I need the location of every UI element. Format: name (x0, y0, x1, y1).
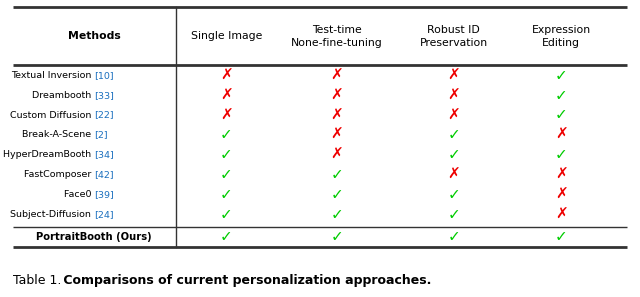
Text: Methods: Methods (68, 31, 120, 41)
Text: Test-time
None-fine-tuning: Test-time None-fine-tuning (291, 25, 383, 48)
Text: Expression
Editing: Expression Editing (532, 25, 591, 48)
Text: Custom Diffusion: Custom Diffusion (10, 110, 94, 119)
Text: ✓: ✓ (220, 147, 233, 162)
Text: [22]: [22] (94, 110, 114, 119)
Text: Textual Inversion: Textual Inversion (11, 71, 94, 80)
Text: ✓: ✓ (555, 88, 568, 103)
Text: ✗: ✗ (220, 88, 233, 103)
Text: Break-A-Scene: Break-A-Scene (22, 130, 94, 139)
Text: ✗: ✗ (555, 187, 568, 202)
Text: [42]: [42] (94, 170, 114, 179)
Text: ✓: ✓ (220, 127, 233, 142)
Text: ✓: ✓ (555, 229, 568, 244)
Text: Dreambooth: Dreambooth (32, 91, 94, 99)
Text: ✓: ✓ (447, 187, 460, 202)
Text: [34]: [34] (94, 150, 114, 159)
Text: ✓: ✓ (220, 207, 233, 222)
Text: Face0: Face0 (64, 190, 94, 199)
Text: ✗: ✗ (330, 108, 343, 122)
Text: ✓: ✓ (447, 207, 460, 222)
Text: ✗: ✗ (330, 88, 343, 103)
Text: ✓: ✓ (330, 167, 343, 182)
Text: ✓: ✓ (555, 147, 568, 162)
Text: ✓: ✓ (220, 167, 233, 182)
Text: ✓: ✓ (555, 68, 568, 83)
Text: ✗: ✗ (555, 167, 568, 182)
Text: [33]: [33] (94, 91, 114, 99)
Text: ✗: ✗ (330, 127, 343, 142)
Text: Subject-Diffusion: Subject-Diffusion (10, 210, 94, 219)
Text: ✗: ✗ (330, 147, 343, 162)
Text: FastComposer: FastComposer (24, 170, 94, 179)
Text: PortraitBooth (Ours): PortraitBooth (Ours) (36, 232, 152, 241)
Text: ✗: ✗ (447, 68, 460, 83)
Text: ✓: ✓ (555, 108, 568, 122)
Text: [2]: [2] (94, 130, 108, 139)
Text: ✓: ✓ (447, 229, 460, 244)
Text: ✗: ✗ (447, 167, 460, 182)
Text: ✗: ✗ (555, 127, 568, 142)
Text: Table 1.: Table 1. (13, 274, 61, 287)
Text: ✓: ✓ (220, 229, 233, 244)
Text: ✓: ✓ (220, 187, 233, 202)
Text: Single Image: Single Image (191, 31, 262, 41)
Text: ✓: ✓ (330, 207, 343, 222)
Text: ✗: ✗ (447, 88, 460, 103)
Text: ✓: ✓ (447, 127, 460, 142)
Text: ✓: ✓ (447, 147, 460, 162)
Text: ✗: ✗ (220, 108, 233, 122)
Text: ✗: ✗ (220, 68, 233, 83)
Text: HyperDreamBooth: HyperDreamBooth (3, 150, 94, 159)
Text: ✗: ✗ (330, 68, 343, 83)
Text: [10]: [10] (94, 71, 114, 80)
Text: [39]: [39] (94, 190, 114, 199)
Text: Robust ID
Preservation: Robust ID Preservation (420, 25, 488, 48)
Text: ✓: ✓ (330, 229, 343, 244)
Text: Comparisons of current personalization approaches.: Comparisons of current personalization a… (59, 274, 431, 287)
Text: ✓: ✓ (330, 187, 343, 202)
Text: [24]: [24] (94, 210, 114, 219)
Text: ✗: ✗ (555, 207, 568, 222)
Text: ✗: ✗ (447, 108, 460, 122)
